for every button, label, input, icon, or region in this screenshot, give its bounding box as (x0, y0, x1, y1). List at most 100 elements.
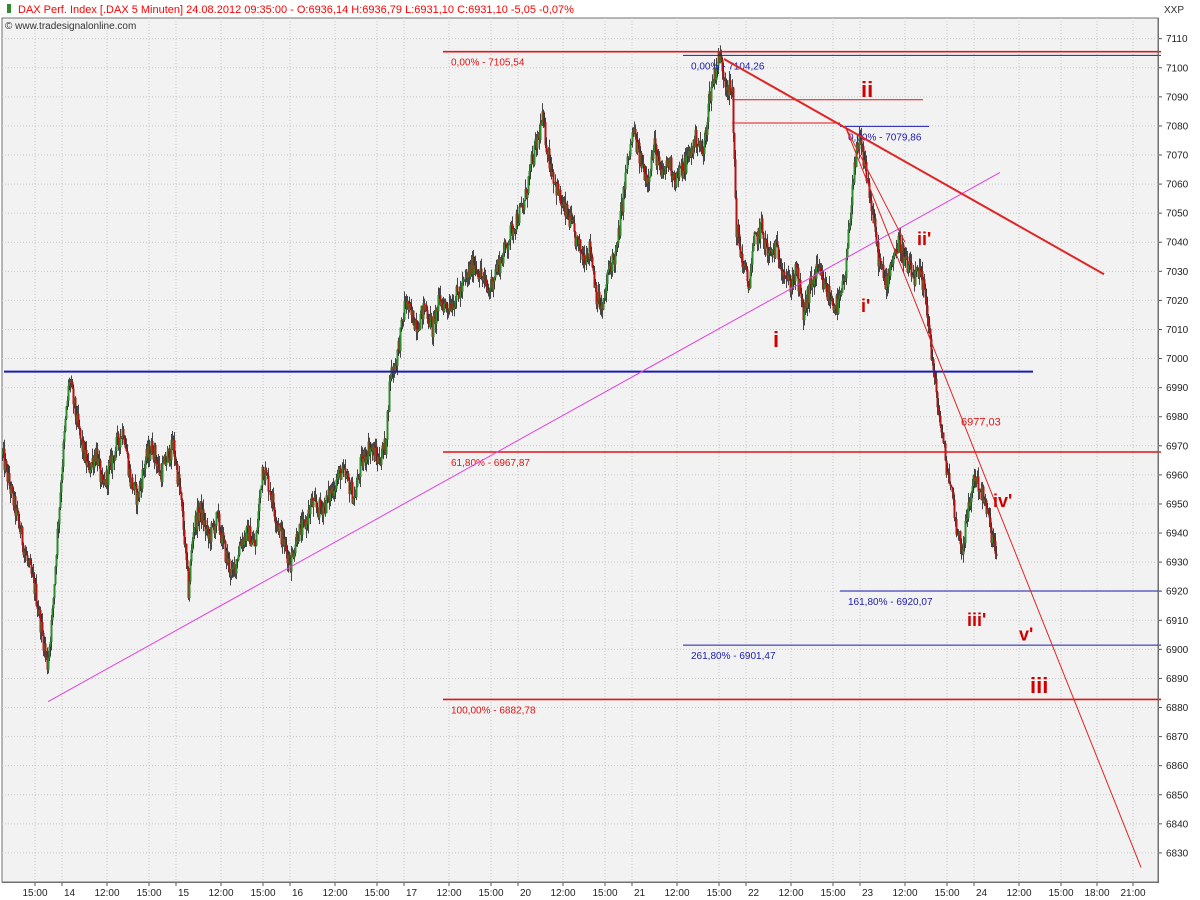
candle-down (951, 487, 954, 492)
candle-down (573, 223, 576, 233)
candle-down (430, 315, 433, 320)
candle-up (716, 65, 719, 68)
x-tick-label: 15:00 (592, 888, 617, 899)
candle-down (825, 283, 828, 293)
candle-down (934, 377, 937, 379)
candle-down (202, 509, 205, 525)
candle-up (626, 156, 629, 170)
candle-down (733, 133, 736, 160)
candle-down (906, 256, 909, 273)
candle-up (165, 462, 168, 465)
candle-down (123, 436, 126, 445)
candle-down (29, 560, 32, 565)
candle-down (552, 172, 555, 184)
x-tick-label: 15:00 (820, 888, 845, 899)
candle-down (21, 526, 24, 546)
fibonacci-level-label: 100,00% - 6882,78 (451, 705, 536, 716)
candle-up (450, 308, 453, 311)
candle-up (119, 437, 122, 448)
candle-up (851, 184, 854, 206)
candle-up (625, 169, 628, 173)
candle-down (952, 491, 955, 500)
candle-down (654, 138, 657, 145)
candle-up (764, 239, 767, 249)
candle-down (870, 200, 873, 212)
candle-down (513, 229, 516, 232)
candle-down (765, 239, 768, 244)
candle-down (954, 518, 957, 520)
candle-down (989, 517, 992, 528)
candle-up (846, 248, 849, 258)
candle-up (891, 263, 894, 265)
candle-down (877, 242, 880, 267)
candle-up (837, 298, 840, 314)
candle-up (251, 539, 254, 543)
candle-up (334, 488, 337, 491)
candle-down (658, 156, 661, 166)
candle-up (893, 253, 896, 258)
candle-up (848, 226, 851, 230)
candle-up (553, 183, 556, 185)
candle-down (85, 449, 88, 466)
candle-down (8, 473, 11, 486)
candle-down (266, 474, 269, 476)
candle-up (887, 268, 890, 287)
candle-up (235, 559, 238, 574)
y-tick-label: 6980 (1166, 412, 1189, 423)
candle-down (643, 165, 646, 181)
candle-up (616, 243, 619, 248)
candle-down (207, 527, 210, 539)
candle-down (154, 444, 157, 460)
candle-down (779, 267, 782, 269)
candle-up (675, 172, 678, 187)
candle-down (591, 256, 594, 268)
candle-down (228, 558, 231, 573)
candle-down (375, 448, 378, 456)
candle-up (664, 166, 667, 174)
candle-down (274, 516, 277, 524)
candle-down (253, 539, 256, 547)
candle-up (652, 151, 655, 159)
candle-up (386, 411, 389, 440)
candle-down (26, 555, 29, 562)
candle-down (735, 197, 738, 238)
candle-down (860, 137, 863, 146)
candle-up (192, 532, 195, 542)
candle-down (592, 267, 595, 272)
y-tick-label: 6910 (1166, 616, 1189, 627)
candle-up (629, 144, 632, 156)
x-tick-label: 12:00 (778, 888, 803, 899)
candle-down (132, 489, 135, 491)
candle-down (729, 80, 732, 92)
candle-down (181, 499, 184, 512)
candle-up (48, 646, 51, 658)
candle-down (995, 553, 998, 556)
candle-up (685, 155, 688, 173)
candle-up (614, 251, 617, 265)
chart-header-title: DAX Perf. Index [.DAX 5 Minuten] 24.08.2… (18, 4, 574, 16)
candle-up (231, 568, 234, 570)
candle-up (628, 155, 631, 158)
candle-up (459, 287, 462, 299)
candle-down (485, 279, 488, 287)
candle-down (452, 303, 455, 310)
candle-down (916, 267, 919, 270)
candle-down (296, 533, 299, 542)
candle-down (204, 520, 207, 532)
candle-down (39, 609, 42, 633)
candle-down (724, 78, 727, 88)
candle-down (542, 111, 545, 122)
candle-up (340, 473, 343, 480)
candle-down (24, 550, 27, 554)
candle-down (994, 541, 997, 554)
candle-down (480, 268, 483, 277)
candle-down (101, 474, 104, 480)
candle-up (210, 523, 213, 542)
candle-up (892, 257, 895, 264)
candle-down (992, 534, 995, 538)
candle-up (149, 454, 152, 460)
y-tick-label: 6830 (1166, 848, 1189, 859)
wave-label: iii' (967, 610, 986, 630)
candle-down (910, 262, 913, 277)
candle-up (66, 400, 69, 407)
